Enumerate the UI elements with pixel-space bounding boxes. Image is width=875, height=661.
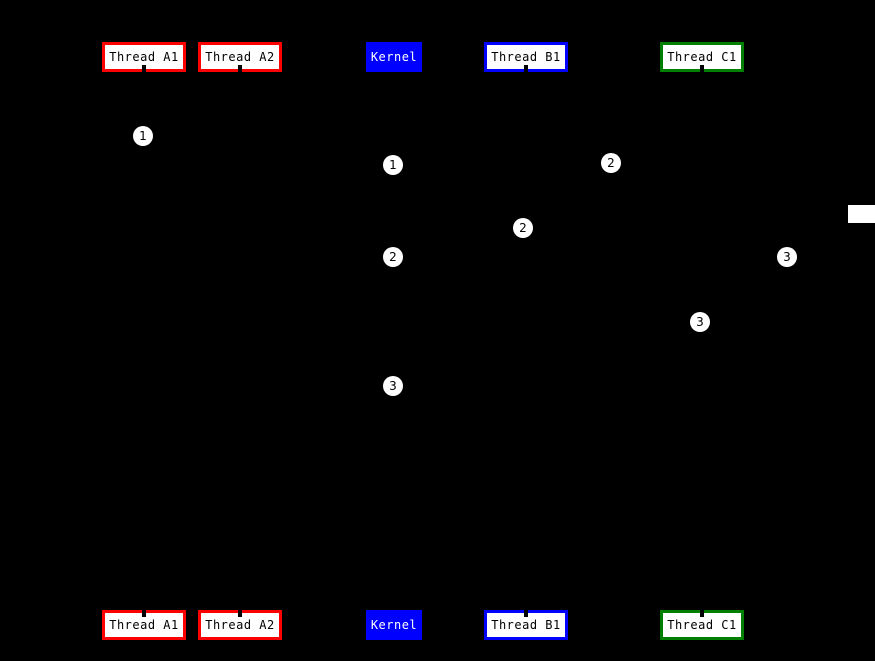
sequence-number-marker-3: 3 [777,247,797,267]
participant-label: Thread B1 [491,50,561,64]
sequence-number-marker-2: 2 [601,153,621,173]
participant-box-kernel-top: Kernel [366,42,422,72]
participant-box-kernel-bottom: Kernel [366,610,422,640]
lifeline-notch [238,65,242,72]
participant-box-thread-b1-top: Thread B1 [484,42,568,72]
lifeline-notch [700,65,704,72]
sequence-number-marker-2: 2 [513,218,533,238]
participant-box-thread-a2-top: Thread A2 [198,42,282,72]
participant-label: Thread A1 [109,618,179,632]
participant-label: Kernel [370,618,418,632]
participant-label: Thread A2 [205,50,275,64]
lifeline-notch [142,65,146,72]
participant-label: Thread A2 [205,618,275,632]
participant-box-thread-b1-bottom: Thread B1 [484,610,568,640]
sequence-number-marker-1: 1 [133,126,153,146]
participant-box-thread-a1-top: Thread A1 [102,42,186,72]
lifeline-notch [142,610,146,617]
lifeline-notch [700,610,704,617]
sequence-number-marker-1: 1 [383,155,403,175]
participant-label: Kernel [370,50,418,64]
lifeline-notch [524,65,528,72]
participant-label: Thread A1 [109,50,179,64]
sequence-number-marker-3: 3 [383,376,403,396]
participant-label: Thread B1 [491,618,561,632]
lifeline-notch [238,610,242,617]
lifeline-notch [524,610,528,617]
clipped-message-label [848,205,875,223]
participant-box-thread-a2-bottom: Thread A2 [198,610,282,640]
participant-label: Thread C1 [667,618,737,632]
participant-box-thread-a1-bottom: Thread A1 [102,610,186,640]
sequence-number-marker-3: 3 [690,312,710,332]
sequence-number-marker-2: 2 [383,247,403,267]
participant-box-thread-c1-top: Thread C1 [660,42,744,72]
participant-label: Thread C1 [667,50,737,64]
participant-box-thread-c1-bottom: Thread C1 [660,610,744,640]
